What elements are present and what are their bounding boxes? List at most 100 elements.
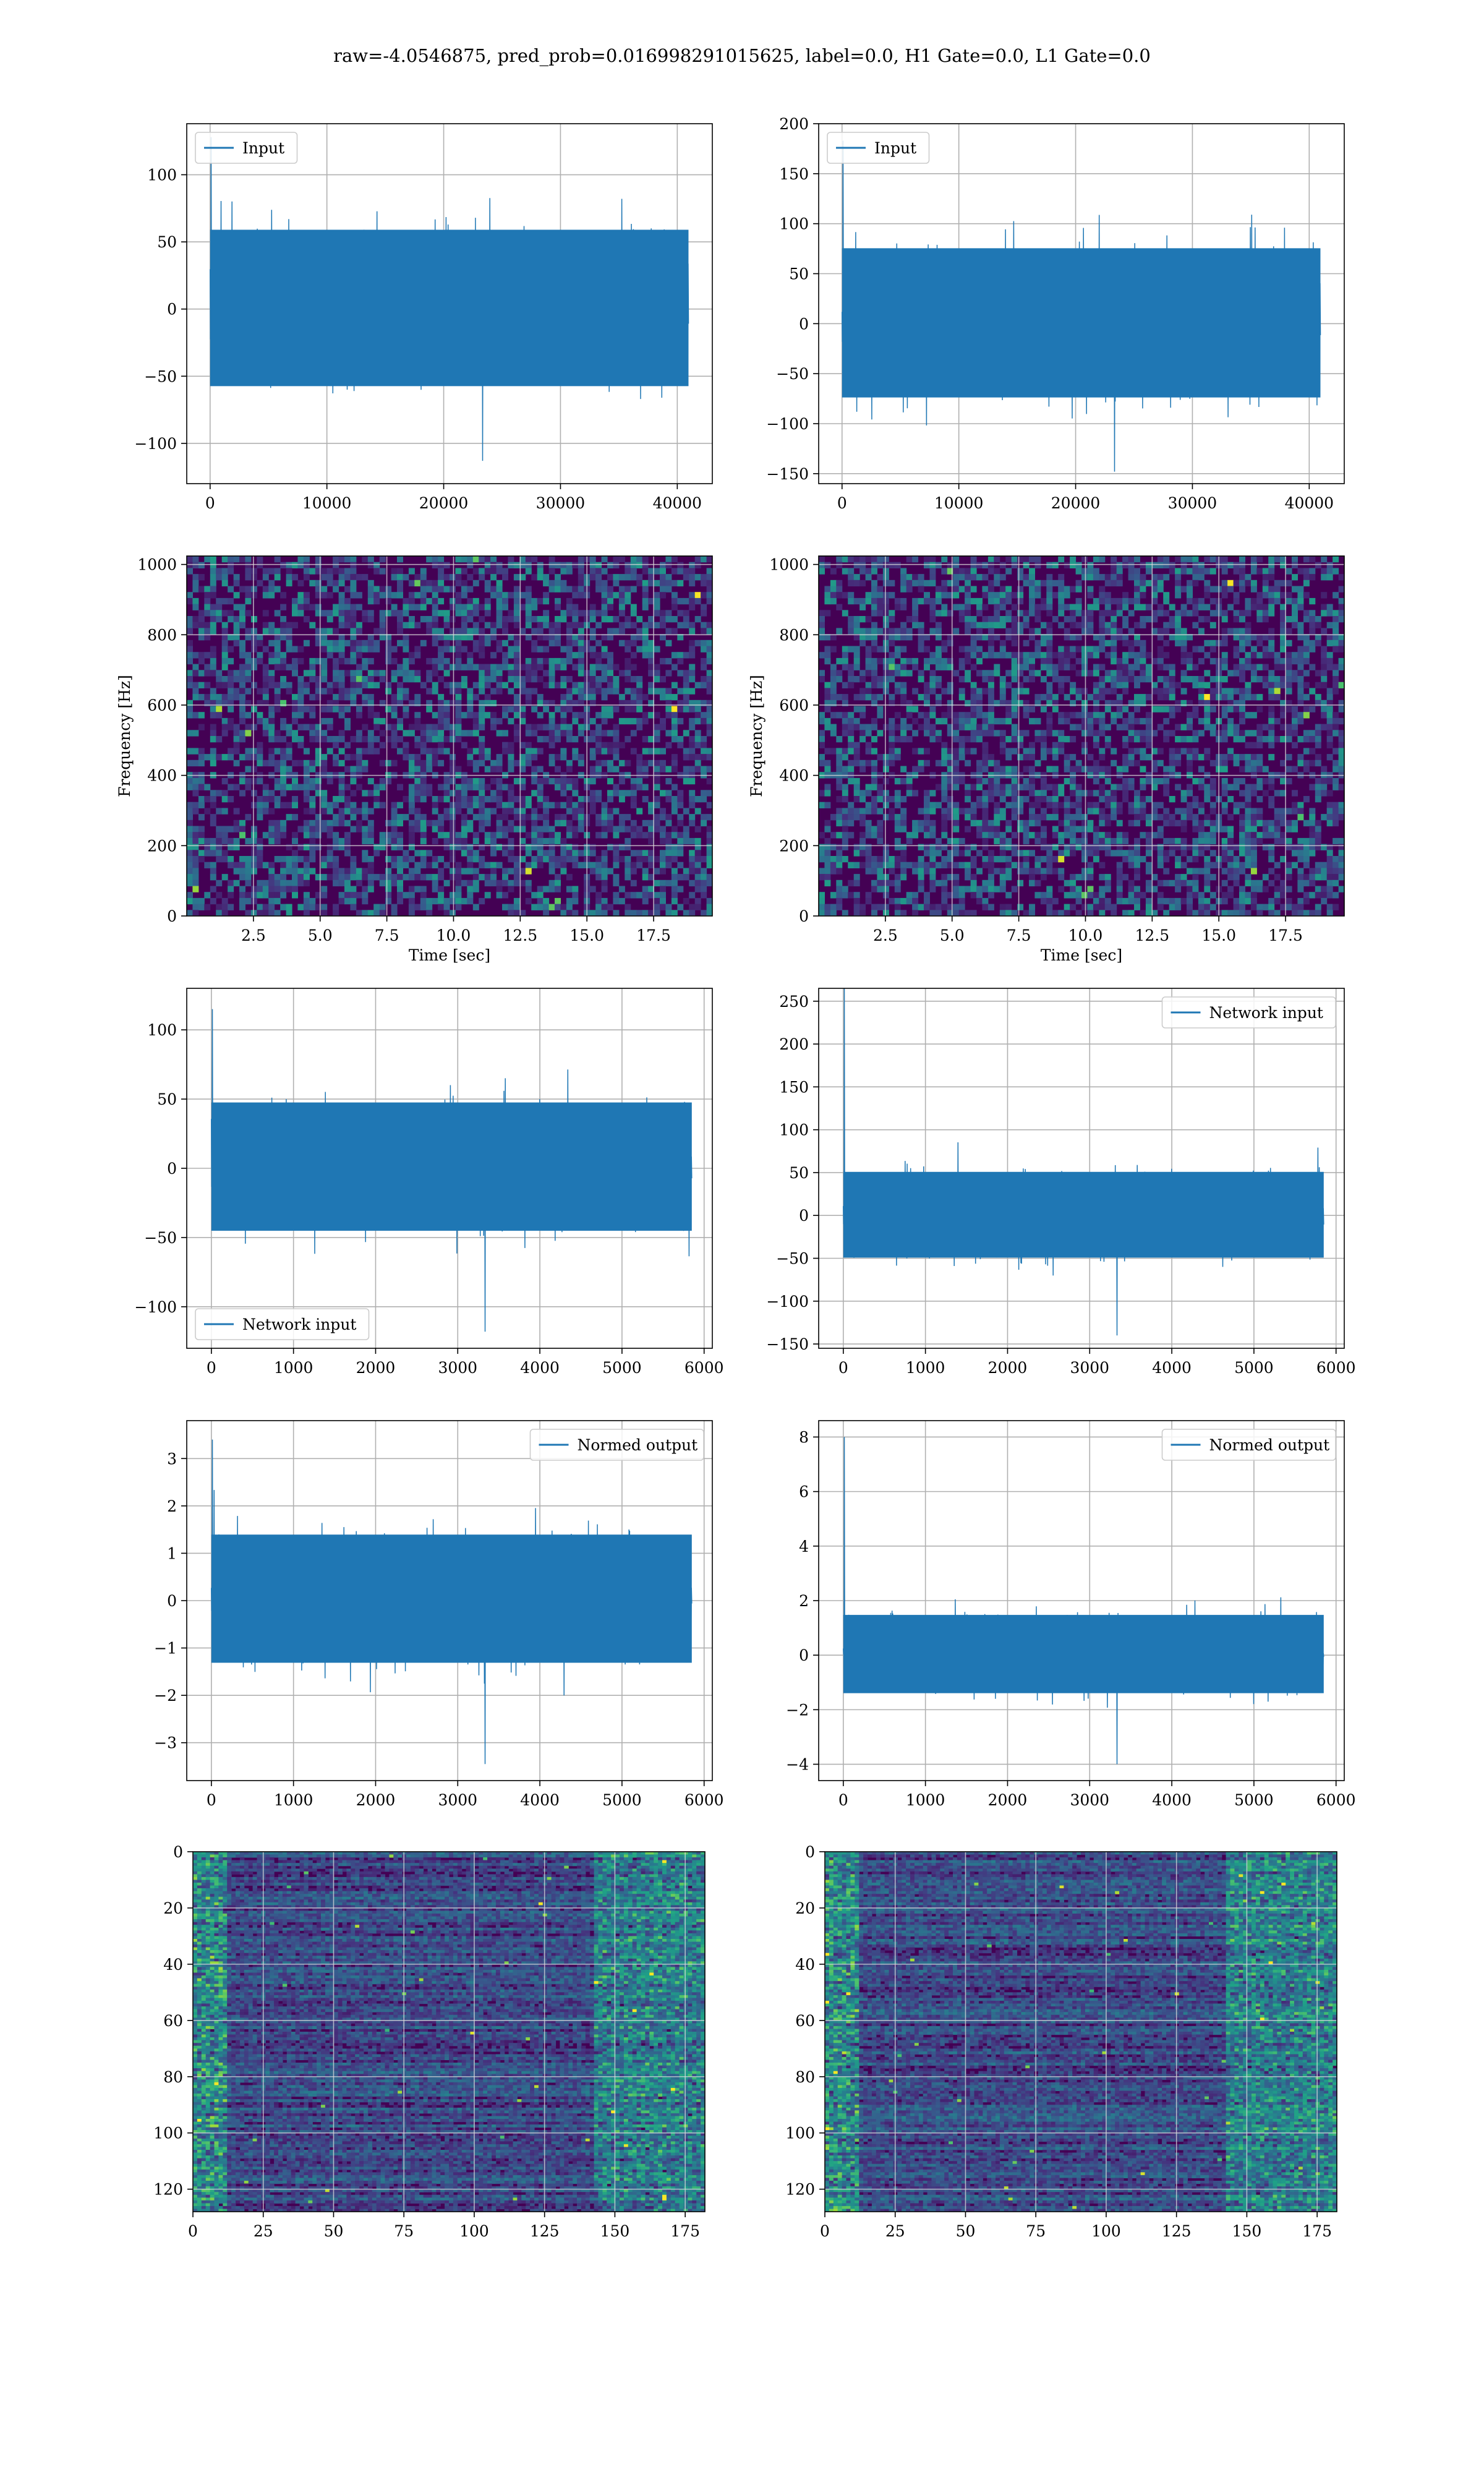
x-tick-label: 75 xyxy=(1026,2222,1046,2240)
x-tick-label: 7.5 xyxy=(1007,926,1031,944)
y-tick-label: 0 xyxy=(167,907,177,925)
y-tick-label: 600 xyxy=(147,696,177,714)
x-tick-label: 3000 xyxy=(1070,1791,1109,1809)
legend: Network input xyxy=(1162,997,1336,1028)
y-axis-label: Frequency [Hz] xyxy=(116,675,134,797)
x-tick-label: 0 xyxy=(820,2222,830,2240)
y-tick-label: 0 xyxy=(799,315,809,333)
x-tick-label: 4000 xyxy=(1152,1791,1192,1809)
x-tick-label: 50 xyxy=(324,2222,344,2240)
x-tick-label: 15.0 xyxy=(569,926,604,944)
heatmap-cells xyxy=(193,1852,706,2212)
legend-label: Input xyxy=(874,139,916,157)
y-tick-label: 0 xyxy=(167,1160,177,1178)
y-tick-label: 250 xyxy=(779,993,809,1011)
y-tick-label: −150 xyxy=(766,1335,809,1353)
x-tick-label: 4000 xyxy=(1152,1359,1192,1377)
x-tick-label: 5.0 xyxy=(308,926,333,944)
x-tick-label: 6000 xyxy=(1316,1359,1356,1377)
plot-area xyxy=(187,556,713,917)
plot-area xyxy=(819,1421,1344,1781)
x-tick-label: 4000 xyxy=(520,1359,560,1377)
y-tick-label: −100 xyxy=(134,435,177,453)
x-tick-label: 0 xyxy=(838,1359,848,1377)
y-tick-label: −100 xyxy=(766,1293,809,1311)
y-tick-label: −2 xyxy=(786,1701,809,1719)
x-tick-label: 1000 xyxy=(274,1359,313,1377)
y-tick-label: 50 xyxy=(157,233,177,251)
y-tick-label: −4 xyxy=(786,1756,809,1774)
y-tick-label: 0 xyxy=(799,907,809,925)
y-tick-label: 20 xyxy=(795,1899,815,1917)
y-tick-label: 100 xyxy=(153,2124,183,2142)
plot-area xyxy=(187,1421,712,1781)
x-tick-label: 125 xyxy=(530,2222,560,2240)
x-tick-label: 125 xyxy=(1162,2222,1192,2240)
y-tick-label: 0 xyxy=(799,1646,809,1664)
y-tick-label: 2 xyxy=(167,1497,177,1515)
legend-label: Normed output xyxy=(578,1436,698,1454)
y-tick-label: 150 xyxy=(779,165,809,183)
x-tick-label: 0 xyxy=(838,1791,848,1809)
y-tick-label: 600 xyxy=(779,696,809,714)
series-band xyxy=(211,1534,692,1662)
x-tick-label: 5.0 xyxy=(940,926,965,944)
y-tick-label: 120 xyxy=(785,2181,815,2199)
x-tick-label: 6000 xyxy=(1316,1791,1356,1809)
y-tick-label: −50 xyxy=(144,1229,177,1247)
y-tick-label: 8 xyxy=(799,1428,809,1446)
x-tick-label: 2.5 xyxy=(873,926,898,944)
y-tick-label: −3 xyxy=(154,1734,177,1752)
y-tick-label: 0 xyxy=(167,1592,177,1610)
x-tick-label: 0 xyxy=(837,494,847,512)
plot-area xyxy=(819,124,1344,484)
x-tick-label: 40000 xyxy=(1285,494,1334,512)
legend: Input xyxy=(827,132,929,163)
y-tick-label: 200 xyxy=(147,837,177,855)
plot-area xyxy=(187,988,712,1348)
y-tick-label: 100 xyxy=(779,215,809,233)
y-tick-label: −100 xyxy=(766,415,809,433)
y-tick-label: −2 xyxy=(154,1687,177,1705)
y-tick-label: 50 xyxy=(157,1090,177,1108)
x-tick-label: 7.5 xyxy=(375,926,399,944)
y-tick-label: 150 xyxy=(779,1078,809,1096)
y-tick-label: 200 xyxy=(779,115,809,133)
y-tick-label: 20 xyxy=(163,1899,183,1917)
y-tick-label: 4 xyxy=(799,1538,809,1555)
x-tick-label: 5000 xyxy=(1234,1791,1274,1809)
y-tick-label: −100 xyxy=(134,1298,177,1316)
y-tick-label: 40 xyxy=(795,1956,815,1974)
figure-title: raw=-4.0546875, pred_prob=0.016998291015… xyxy=(333,45,1151,67)
legend: Normed output xyxy=(1162,1429,1336,1460)
series-band xyxy=(843,1172,1324,1258)
legend-label: Network input xyxy=(242,1316,356,1333)
x-tick-label: 0 xyxy=(207,1359,216,1377)
heatmap-cells xyxy=(187,556,713,917)
y-tick-label: 60 xyxy=(795,2012,815,2030)
x-tick-label: 17.5 xyxy=(1268,926,1303,944)
y-tick-label: 50 xyxy=(789,265,809,283)
x-tick-label: 3000 xyxy=(438,1791,477,1809)
y-axis-label: Frequency [Hz] xyxy=(748,675,765,797)
x-tick-label: 12.5 xyxy=(1135,926,1170,944)
x-tick-label: 0 xyxy=(207,1791,216,1809)
y-tick-label: 60 xyxy=(163,2012,183,2030)
x-tick-label: 175 xyxy=(1302,2222,1332,2240)
x-tick-label: 1000 xyxy=(906,1791,945,1809)
series-band xyxy=(211,1103,692,1231)
y-tick-label: 0 xyxy=(167,301,177,319)
y-tick-label: −50 xyxy=(776,365,809,383)
x-tick-label: 1000 xyxy=(274,1791,313,1809)
x-axis-label: Time [sec] xyxy=(1041,946,1122,964)
plot-area xyxy=(819,556,1345,917)
y-tick-label: −50 xyxy=(776,1250,809,1268)
x-tick-label: 2000 xyxy=(988,1791,1028,1809)
series-band xyxy=(210,229,689,386)
heatmap-cells xyxy=(825,1852,1337,2212)
x-tick-label: 30000 xyxy=(536,494,586,512)
